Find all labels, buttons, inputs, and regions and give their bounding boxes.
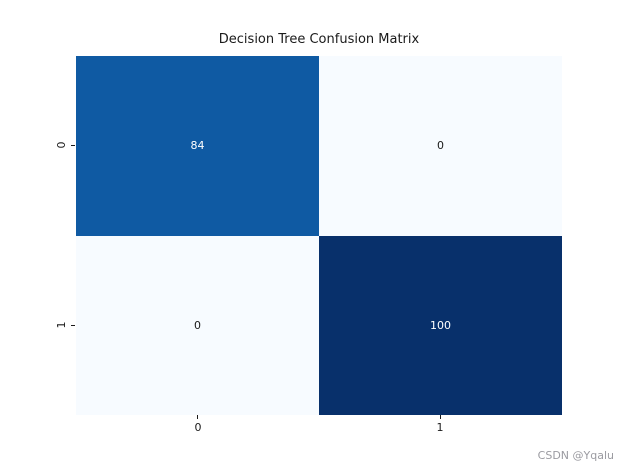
y-axis-tick-0 bbox=[71, 145, 75, 146]
heatmap-cell-1-1: 100 bbox=[319, 235, 562, 415]
heatmap-cell-1-0: 0 bbox=[76, 235, 319, 415]
heatmap-cell-0-1: 0 bbox=[319, 56, 562, 236]
watermark-text: CSDN @Yqalu bbox=[537, 449, 614, 462]
x-axis-tick-0 bbox=[197, 415, 198, 419]
x-tick-label-0: 0 bbox=[194, 421, 202, 434]
y-tick-label-1: 1 bbox=[54, 321, 68, 329]
y-axis-tick-1 bbox=[71, 325, 75, 326]
heatmap-grid: 84 0 0 100 bbox=[76, 56, 562, 415]
x-tick-label-1: 1 bbox=[436, 421, 444, 434]
chart-title: Decision Tree Confusion Matrix bbox=[218, 32, 420, 47]
x-axis-tick-1 bbox=[440, 415, 441, 419]
heatmap-cell-0-0: 84 bbox=[76, 56, 319, 236]
y-tick-label-0: 0 bbox=[54, 141, 68, 149]
